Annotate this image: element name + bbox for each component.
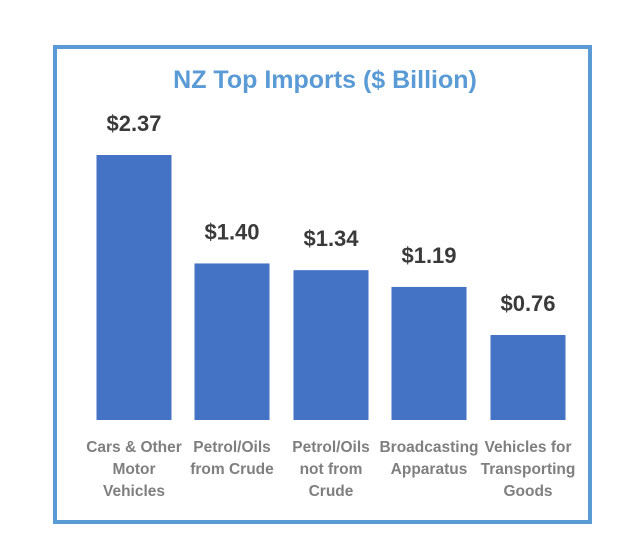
category-label-1: Cars & Other Motor Vehicles [86,439,182,500]
category-label-line: Broadcasting [379,439,478,456]
chart-title: NZ Top Imports ($ Billion) [173,66,477,94]
category-label-2: Petrol/Oils from Crude [190,439,274,478]
category-label-line: Goods [503,483,552,500]
category-label-line: Cars & Other [86,439,182,456]
category-label-line: Vehicles for [484,439,571,456]
bar-3 [293,270,369,420]
category-label-line: Apparatus [391,461,468,478]
category-label-line: from Crude [190,461,274,478]
value-label-2: $1.40 [204,219,259,244]
value-label-3: $1.34 [303,226,359,251]
value-label-5: $0.76 [500,291,555,316]
category-label-line: Petrol/Oils [292,439,370,456]
category-label-3: Petrol/Oils not from Crude [292,439,370,500]
bar-5 [490,335,566,420]
value-label-1: $2.37 [106,111,161,136]
category-label-5: Vehicles for Transporting Goods [481,439,576,500]
category-label-line: Petrol/Oils [193,439,271,456]
value-label-4: $1.19 [401,243,456,268]
bar-2 [194,263,270,420]
bar-1 [96,155,172,420]
category-label-line: Vehicles [103,483,165,500]
category-label-line: Transporting [481,461,576,478]
category-label-4: Broadcasting Apparatus [379,439,478,478]
category-label-line: Motor [112,461,155,478]
category-label-line: Crude [309,483,354,500]
category-label-line: not from [300,461,363,478]
bar-4 [391,286,467,420]
bars-layer: $2.37 Cars & Other Motor Vehicles $1.40 Petro… [86,111,575,500]
